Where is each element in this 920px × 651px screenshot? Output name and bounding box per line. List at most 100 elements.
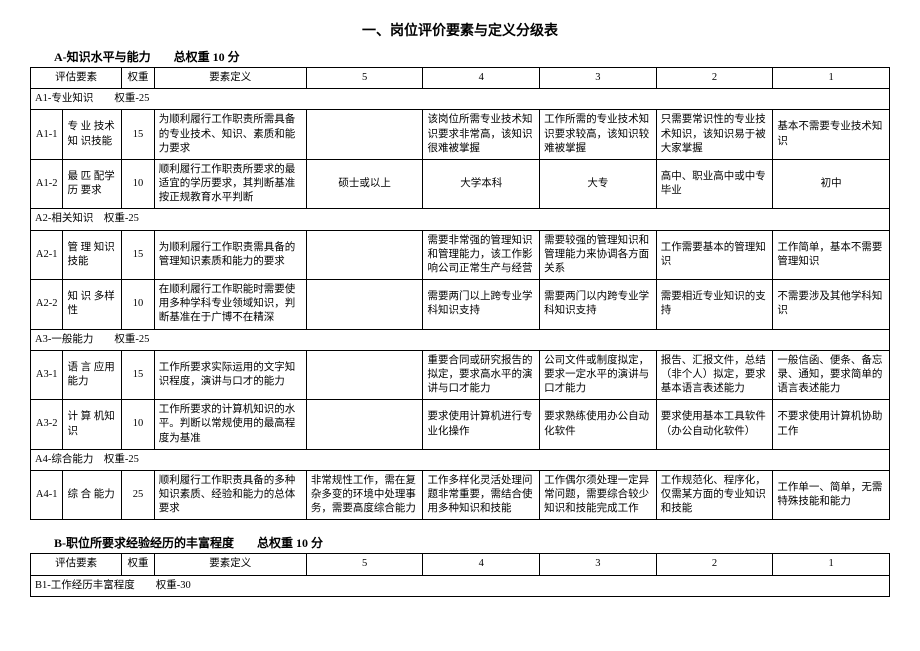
th-weight: 权重 <box>122 68 154 89</box>
cell-name: 专 业 技术 知 识技能 <box>63 110 122 160</box>
cell-name: 计 算 机知识 <box>63 400 122 450</box>
cell-code: A2-2 <box>31 280 63 330</box>
th-l2: 2 <box>656 68 773 89</box>
cell-weight: 15 <box>122 350 154 400</box>
table-row: A1-2 最 匹 配学 历 要求 10 顺利履行工作职责所要求的最适宜的学历要求… <box>31 159 890 209</box>
table-header-row: 评估要素 权重 要素定义 5 4 3 2 1 <box>31 68 890 89</box>
table-section-a: 评估要素 权重 要素定义 5 4 3 2 1 A1-专业知识 权重-25 A1-… <box>30 67 890 520</box>
table-row: A2-2 知 识 多样性 10 在顺利履行工作职能时需要使用多种学科专业领域知识… <box>31 280 890 330</box>
th-l3: 3 <box>540 68 657 89</box>
cell-l3: 需要较强的管理知识和管理能力来协调各方面关系 <box>540 230 657 280</box>
cell-name: 管 理 知识技能 <box>63 230 122 280</box>
cell-def: 为顺利履行工作职责所需具备的专业技术、知识、素质和能力要求 <box>154 110 306 160</box>
cell-l2: 工作规范化、程序化，仅需某方面的专业知识和技能 <box>656 470 773 520</box>
cell-weight: 10 <box>122 280 154 330</box>
cell-l2: 工作需要基本的管理知识 <box>656 230 773 280</box>
th-l4: 4 <box>423 554 540 575</box>
cell-name: 语 言 应用能力 <box>63 350 122 400</box>
cell-l1: 工作简单，基本不需要管理知识 <box>773 230 890 280</box>
cell-l4: 需要非常强的管理知识和管理能力，该工作影响公司正常生产与经营 <box>423 230 540 280</box>
cell-l1: 初中 <box>773 159 890 209</box>
cell-weight: 25 <box>122 470 154 520</box>
cell-l5: 硕士或以上 <box>306 159 423 209</box>
th-l1: 1 <box>773 554 890 575</box>
subheader-a2: A2-相关知识 权重-25 <box>31 209 890 230</box>
subheader-a3-text: A3-一般能力 权重-25 <box>31 329 890 350</box>
cell-l5 <box>306 400 423 450</box>
cell-def: 工作所要求实际运用的文字知识程度，演讲与口才的能力 <box>154 350 306 400</box>
cell-l1: 一般信函、便条、备忘录、通知，要求简单的语言表述能力 <box>773 350 890 400</box>
cell-def: 工作所要求的计算机知识的水平。判断以常规使用的最高程度为基准 <box>154 400 306 450</box>
cell-l4: 工作多样化灵活处理问题非常重要，需结合使用多种知识和技能 <box>423 470 540 520</box>
cell-def: 顺利履行工作职责所要求的最适宜的学历要求，其判断基准按正规教育水平判断 <box>154 159 306 209</box>
cell-weight: 15 <box>122 230 154 280</box>
subheader-b1: B1-工作经历丰富程度 权重-30 <box>31 575 890 596</box>
cell-code: A4-1 <box>31 470 63 520</box>
cell-l1: 基本不需要专业技术知识 <box>773 110 890 160</box>
cell-l3: 大专 <box>540 159 657 209</box>
cell-l4: 要求使用计算机进行专业化操作 <box>423 400 540 450</box>
th-l5: 5 <box>306 554 423 575</box>
section-b-header: B-职位所要求经验经历的丰富程度 总权重 10 分 <box>30 534 890 551</box>
cell-def: 顺利履行工作职责具备的多种知识素质、经验和能力的总体要求 <box>154 470 306 520</box>
section-a-heading: A-知识水平与能力 <box>54 50 151 64</box>
cell-l4: 需要两门以上跨专业学科知识支持 <box>423 280 540 330</box>
th-l1: 1 <box>773 68 890 89</box>
cell-l5 <box>306 230 423 280</box>
cell-l4: 重要合同或研究报告的拟定，要求高水平的演讲与口才能力 <box>423 350 540 400</box>
table-row: A4-1 综 合 能力 25 顺利履行工作职责具备的多种知识素质、经验和能力的总… <box>31 470 890 520</box>
section-a-weight: 总权重 10 分 <box>174 50 240 64</box>
cell-l3: 公司文件或制度拟定，要求一定水平的演讲与口才能力 <box>540 350 657 400</box>
th-def: 要素定义 <box>154 554 306 575</box>
cell-l2: 报告、汇报文件，总结（非个人）拟定，要求基本语言表述能力 <box>656 350 773 400</box>
cell-l1: 不需要涉及其他学科知识 <box>773 280 890 330</box>
table-row: A3-1 语 言 应用能力 15 工作所要求实际运用的文字知识程度，演讲与口才的… <box>31 350 890 400</box>
th-l2: 2 <box>656 554 773 575</box>
table-section-b: 评估要素 权重 要素定义 5 4 3 2 1 B1-工作经历丰富程度 权重-30 <box>30 553 890 596</box>
subheader-a4-text: A4-综合能力 权重-25 <box>31 449 890 470</box>
subheader-b1-text: B1-工作经历丰富程度 权重-30 <box>31 575 890 596</box>
th-l3: 3 <box>540 554 657 575</box>
cell-l5 <box>306 280 423 330</box>
cell-name: 知 识 多样性 <box>63 280 122 330</box>
cell-l2: 要求使用基本工具软件（办公自动化软件） <box>656 400 773 450</box>
cell-l3: 需要两门以内跨专业学科知识支持 <box>540 280 657 330</box>
cell-l4: 该岗位所需专业技术知识要求非常高，该知识很难被掌握 <box>423 110 540 160</box>
cell-name: 综 合 能力 <box>63 470 122 520</box>
page-title: 一、岗位评价要素与定义分级表 <box>30 20 890 40</box>
th-l5: 5 <box>306 68 423 89</box>
cell-code: A3-1 <box>31 350 63 400</box>
section-b-heading: B-职位所要求经验经历的丰富程度 <box>54 536 234 550</box>
cell-l5: 非常规性工作，需在复杂多变的环境中处理事务，需要高度综合能力 <box>306 470 423 520</box>
cell-l5 <box>306 110 423 160</box>
subheader-a4: A4-综合能力 权重-25 <box>31 449 890 470</box>
cell-code: A3-2 <box>31 400 63 450</box>
table-row: A2-1 管 理 知识技能 15 为顺利履行工作职责需具备的管理知识素质和能力的… <box>31 230 890 280</box>
cell-name: 最 匹 配学 历 要求 <box>63 159 122 209</box>
cell-l3: 要求熟练使用办公自动化软件 <box>540 400 657 450</box>
table-row: A3-2 计 算 机知识 10 工作所要求的计算机知识的水平。判断以常规使用的最… <box>31 400 890 450</box>
th-l4: 4 <box>423 68 540 89</box>
cell-l1: 工作单一、简单，无需特殊技能和能力 <box>773 470 890 520</box>
cell-code: A1-1 <box>31 110 63 160</box>
th-def: 要素定义 <box>154 68 306 89</box>
section-b-weight: 总权重 10 分 <box>257 536 323 550</box>
th-weight: 权重 <box>122 554 154 575</box>
cell-l2: 需要相近专业知识的支持 <box>656 280 773 330</box>
cell-weight: 15 <box>122 110 154 160</box>
cell-weight: 10 <box>122 159 154 209</box>
subheader-a1-text: A1-专业知识 权重-25 <box>31 89 890 110</box>
cell-def: 在顺利履行工作职能时需要使用多种学科专业领域知识，判断基准在于广博不在精深 <box>154 280 306 330</box>
cell-weight: 10 <box>122 400 154 450</box>
subheader-a3: A3-一般能力 权重-25 <box>31 329 890 350</box>
cell-l1: 不要求使用计算机协助工作 <box>773 400 890 450</box>
table-header-row: 评估要素 权重 要素定义 5 4 3 2 1 <box>31 554 890 575</box>
subheader-a2-text: A2-相关知识 权重-25 <box>31 209 890 230</box>
cell-l4: 大学本科 <box>423 159 540 209</box>
th-factor: 评估要素 <box>31 68 122 89</box>
section-a-header: A-知识水平与能力 总权重 10 分 <box>30 48 890 65</box>
cell-l3: 工作所需的专业技术知识要求较高，该知识较难被掌握 <box>540 110 657 160</box>
cell-code: A2-1 <box>31 230 63 280</box>
cell-l3: 工作偶尔须处理一定异常问题，需要综合较少知识和技能完成工作 <box>540 470 657 520</box>
cell-l5 <box>306 350 423 400</box>
